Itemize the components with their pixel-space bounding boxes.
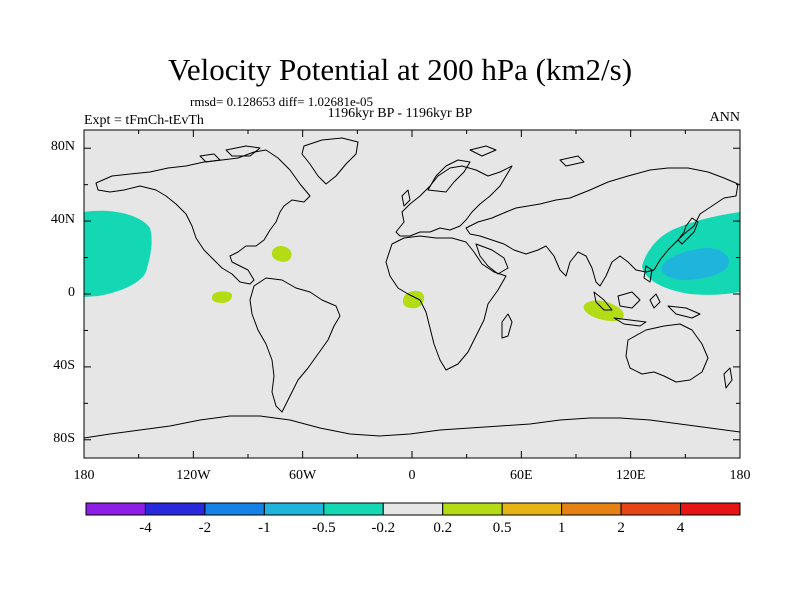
colorbar-label: -1 — [258, 520, 271, 536]
colorbar-label: 1 — [557, 520, 566, 536]
colorbar-segment — [442, 502, 503, 516]
period-label: 1196kyr BP - 1196kyr BP — [327, 106, 473, 121]
lon-tick-label: 120E — [615, 468, 646, 483]
colorbar-label: 0.2 — [433, 520, 453, 536]
colorbar-label: 0.5 — [492, 520, 512, 536]
colorbar-segment — [144, 502, 206, 516]
lat-tick-label: 40N — [50, 212, 75, 228]
colorbar-segment — [323, 502, 384, 516]
stats-label: rmsd= 0.128653 diff= 1.02681e-05 — [190, 94, 374, 109]
experiment-label: Expt = tFmCh-tEvTh — [84, 113, 204, 128]
contour-pos-east-pacific — [211, 291, 232, 303]
lat-tick-label: 80N — [50, 139, 75, 155]
coastlines — [84, 137, 740, 439]
contour-pos-indian-ocean — [583, 300, 624, 322]
axis-ticks — [83, 130, 741, 458]
colorbar-segment — [382, 502, 444, 516]
colorbar-segment — [620, 502, 682, 516]
colorbar-segment — [85, 502, 146, 516]
colorbar-label: 4 — [676, 520, 685, 536]
contour-neg-central-pacific — [84, 210, 152, 297]
colorbar-segment — [263, 502, 325, 516]
lon-tick-label: 60W — [289, 468, 317, 483]
lat-tick-label: 40S — [53, 357, 75, 373]
lon-tick-label: 0 — [408, 468, 416, 483]
colorbar-label: -0.2 — [371, 520, 396, 536]
contour-neg-west-pacific-core — [661, 248, 729, 280]
contour-pos-gulf-of-guinea — [402, 290, 425, 309]
lat-tick-label: 80S — [53, 430, 75, 446]
colorbar — [85, 502, 741, 516]
colorbar-segment — [680, 502, 741, 516]
lon-tick-label: 180 — [73, 468, 95, 483]
contour-pos-caribbean — [271, 246, 292, 262]
lon-tick-label: 60E — [510, 468, 533, 483]
colorbar-segment — [501, 502, 563, 516]
colorbar-segment — [204, 502, 265, 516]
map-title: Velocity Potential at 200 hPa (km2/s) — [167, 52, 633, 87]
lon-tick-label: 120W — [176, 468, 211, 483]
colorbar-label: -4 — [139, 520, 152, 536]
season-label: ANN — [709, 110, 740, 125]
colorbar-label: -2 — [198, 520, 212, 536]
colorbar-segment — [561, 502, 622, 516]
colorbar-label: 2 — [617, 520, 625, 536]
lat-tick-label: 0 — [68, 285, 75, 300]
colorbar-label: -0.5 — [311, 520, 336, 536]
lon-tick-label: 180 — [729, 468, 751, 483]
